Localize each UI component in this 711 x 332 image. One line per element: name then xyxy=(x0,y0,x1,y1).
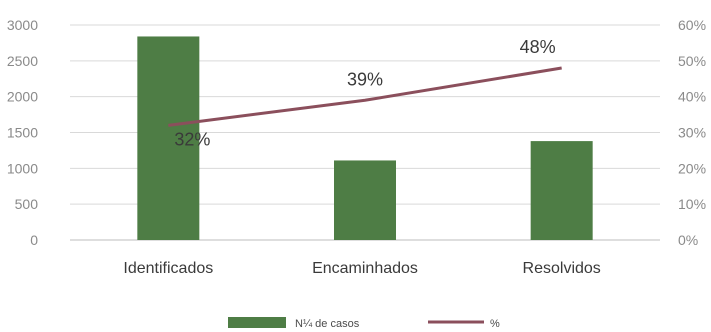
bar xyxy=(137,36,200,240)
y-right-tick: 20% xyxy=(678,160,706,176)
legend-label-line: % xyxy=(490,318,500,330)
legend-swatch-bar xyxy=(228,317,286,328)
line-series xyxy=(168,66,562,127)
data-label: 48% xyxy=(520,37,556,57)
bar xyxy=(334,160,396,240)
y-right-tick: 60% xyxy=(678,17,706,33)
y-left-tick: 1500 xyxy=(7,125,38,141)
x-tick-label: Resolvidos xyxy=(523,260,601,277)
x-tick-label: Identificados xyxy=(123,260,213,277)
y-right-tick: 50% xyxy=(678,53,706,69)
y-right-tick: 40% xyxy=(678,89,706,105)
x-tick-label: Encaminhados xyxy=(312,260,418,277)
y-right-tick: 10% xyxy=(678,196,706,212)
y-left-tick: 1000 xyxy=(7,160,38,176)
y-right-tick: 30% xyxy=(678,125,706,141)
y-left-tick: 3000 xyxy=(7,17,38,33)
y-right-tick: 0% xyxy=(678,232,698,248)
data-label: 32% xyxy=(174,129,210,149)
y-left-tick: 2000 xyxy=(7,89,38,105)
y-left-tick: 500 xyxy=(15,196,39,212)
y-left-tick: 2500 xyxy=(7,53,38,69)
bar xyxy=(530,141,593,240)
legend-label-bar: N¼ de casos xyxy=(295,318,360,330)
y-left-tick: 0 xyxy=(30,232,38,248)
data-label: 39% xyxy=(347,69,383,89)
